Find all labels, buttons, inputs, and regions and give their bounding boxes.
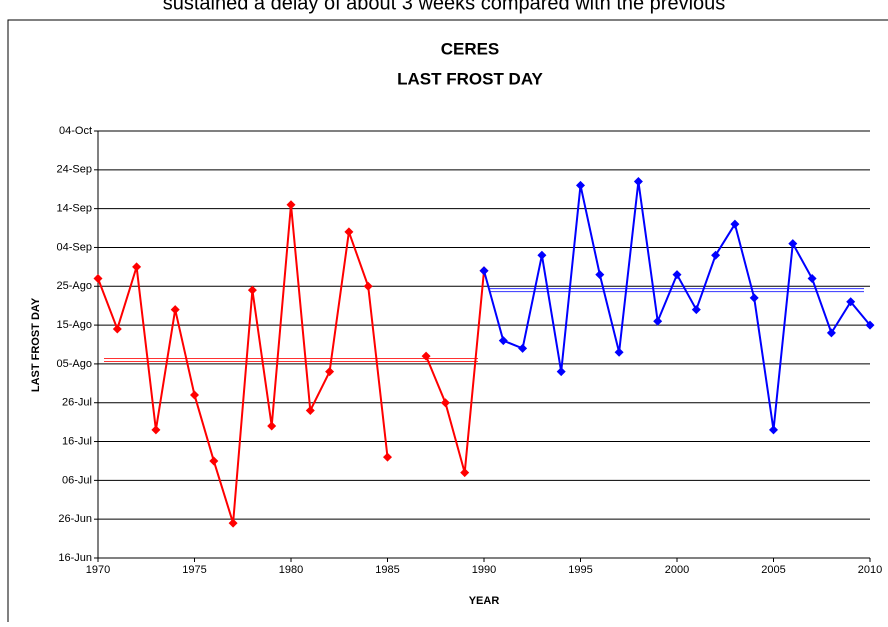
marker [556,367,566,377]
marker [537,250,547,260]
marker [93,274,103,284]
header-text: sustained a delay of about 3 weeks compa… [163,0,726,14]
y-tick-label: 06-Jul [62,474,92,486]
marker [344,227,354,237]
x-tick-label: 1995 [568,564,592,576]
marker [421,351,431,361]
y-axis-label: LAST FROST DAY [30,297,42,392]
marker [170,305,180,315]
x-axis-label: YEAR [469,595,500,607]
y-tick-label: 25-Ago [57,280,92,292]
y-tick-label: 16-Jun [58,552,92,564]
chart-border [7,19,888,627]
marker [691,305,701,315]
x-tick-label: 1970 [86,564,110,576]
marker [826,328,836,338]
marker [576,180,585,190]
marker [460,468,470,478]
marker [672,270,682,280]
marker [865,320,875,330]
marker [769,425,778,435]
marker [209,456,219,466]
marker [325,367,335,377]
y-tick-label: 16-Jul [62,435,92,447]
marker [363,281,373,291]
marker [383,452,392,462]
marker [633,176,643,186]
series-line [483,181,871,431]
y-tick-label: 26-Jul [62,397,92,409]
marker [247,285,257,295]
marker [711,250,721,260]
marker [749,293,759,303]
y-tick-label: 14-Sep [57,203,92,215]
chart-subtitle: LAST FROST DAY [397,69,543,88]
y-tick-label: 04-Sep [57,241,92,253]
marker [151,425,161,435]
x-tick-label: 1975 [182,564,206,576]
y-tick-label: 15-Ago [57,319,92,331]
y-tick-label: 04-Oct [59,125,92,137]
marker [595,270,605,280]
marker [132,262,142,272]
marker [498,336,508,346]
x-tick-label: 1990 [472,564,496,576]
x-tick-label: 2010 [858,564,882,576]
y-tick-label: 24-Sep [57,164,92,176]
marker [518,343,528,353]
marker [730,219,740,229]
marker [267,421,277,431]
x-tick-label: 1980 [279,564,303,576]
marker [286,200,296,210]
series-line [97,204,485,524]
marker [440,398,450,408]
chart-title: CERES [441,39,500,58]
marker [653,316,663,326]
y-tick-label: 26-Jun [58,513,92,525]
marker [190,390,199,400]
marker [228,518,238,528]
marker [614,347,624,357]
y-tick-label: 05-Ago [57,358,92,370]
x-tick-label: 2005 [761,564,785,576]
x-tick-label: 2000 [665,564,689,576]
marker [846,297,856,307]
marker [807,274,817,284]
x-tick-label: 1985 [375,564,399,576]
marker [305,405,315,415]
marker [788,239,798,249]
marker [479,266,489,276]
marker [112,324,122,334]
